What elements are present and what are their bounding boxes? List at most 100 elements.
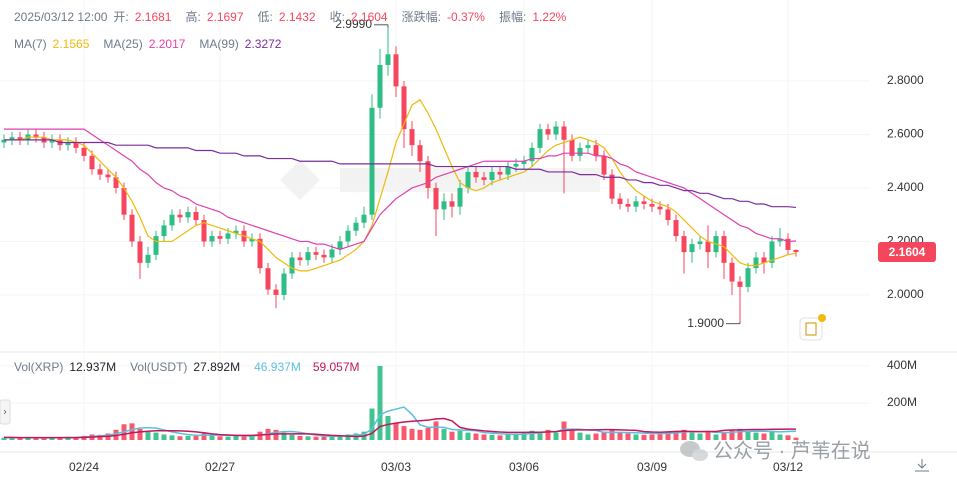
legend-value: 46.937M xyxy=(254,360,301,374)
annotation-label: 1.9000 xyxy=(687,316,724,330)
candle-body xyxy=(681,236,687,253)
candle-body xyxy=(625,204,631,207)
volume-bar xyxy=(609,429,615,440)
candle-body xyxy=(481,177,487,180)
candle-body xyxy=(489,171,495,180)
candle-body xyxy=(233,230,239,234)
volume-bar xyxy=(129,423,135,440)
candle-body xyxy=(497,171,503,175)
value: 2.1604 xyxy=(350,9,388,24)
volume-bar xyxy=(41,438,47,440)
candle-body xyxy=(385,54,391,65)
candle-body xyxy=(537,129,543,148)
volume-bar xyxy=(305,436,311,440)
candle-body xyxy=(369,107,375,215)
volume-ma-line xyxy=(4,417,797,439)
volume-bar xyxy=(417,429,423,440)
legend-value: 59.057M xyxy=(312,360,360,374)
price-tag-label: 2.1604 xyxy=(889,245,926,259)
volume-bar xyxy=(345,434,351,440)
x-tick-label: 03/03 xyxy=(381,460,411,474)
candle-body xyxy=(745,268,751,287)
volume-bar xyxy=(369,408,375,440)
volume-bar xyxy=(289,434,295,440)
candle-body xyxy=(697,241,703,245)
volume-bar xyxy=(641,434,647,440)
candle-body xyxy=(513,163,519,167)
side-toggle[interactable] xyxy=(0,399,11,425)
volume-bar xyxy=(625,433,631,440)
y-tick-label: 2.6000 xyxy=(887,127,924,141)
candle-body xyxy=(153,236,159,255)
volume-bar xyxy=(193,434,199,440)
candle-body xyxy=(777,238,783,242)
volume-bar xyxy=(593,433,599,440)
volume-bar xyxy=(337,435,343,440)
volume-bar xyxy=(705,431,711,440)
reset-button[interactable] xyxy=(915,459,929,472)
label: 涨跌幅: xyxy=(401,10,441,24)
volume-bar xyxy=(297,435,303,440)
y-tick-label: 2.0000 xyxy=(887,287,924,301)
candle-body xyxy=(361,214,367,223)
candle-body xyxy=(561,126,567,140)
legend-value: 27.892M xyxy=(193,360,241,374)
candle-body xyxy=(505,166,511,175)
candle-body xyxy=(601,155,607,175)
candle-body xyxy=(209,236,215,242)
volume-bar xyxy=(713,434,719,440)
side-toggle-icon[interactable]: › xyxy=(3,407,6,418)
volume-bar xyxy=(649,434,655,440)
ma-line xyxy=(4,128,797,251)
value: 2.1697 xyxy=(206,9,244,24)
candle-body xyxy=(521,161,527,164)
candle-body xyxy=(761,257,767,263)
candle-body xyxy=(729,262,735,282)
time: 2025/03/12 12:00 xyxy=(14,9,108,24)
volume-bar xyxy=(777,434,783,440)
label: 低: xyxy=(257,10,273,24)
candle-body xyxy=(161,225,167,237)
candle-body xyxy=(657,206,663,210)
volume-bar xyxy=(1,437,7,440)
candle-body xyxy=(569,139,575,156)
candle-body xyxy=(73,142,79,148)
candle-body xyxy=(169,214,175,226)
volume-bar xyxy=(617,432,623,440)
candle-body xyxy=(617,198,623,205)
candle-body xyxy=(321,254,327,258)
candle-body xyxy=(17,137,23,140)
candle-body xyxy=(441,201,447,210)
volume-bar xyxy=(217,436,223,440)
volume-bar xyxy=(473,433,479,440)
candle-body xyxy=(97,169,103,175)
label: 振幅: xyxy=(498,10,527,24)
candle-body xyxy=(33,134,39,138)
x-tick-label: 02/24 xyxy=(69,460,99,474)
candle-body xyxy=(665,209,671,221)
candle-body xyxy=(449,201,455,207)
candle-body xyxy=(705,241,711,253)
candle-body xyxy=(265,268,271,290)
notes-button[interactable] xyxy=(799,317,823,341)
x-tick-label: 02/27 xyxy=(205,460,235,474)
candle-body xyxy=(337,241,343,250)
volume-bar xyxy=(497,435,503,440)
volume-bar xyxy=(785,435,791,440)
candle-body xyxy=(793,249,799,253)
candle-body xyxy=(313,252,319,255)
volume-bar xyxy=(601,431,607,440)
volume-bar xyxy=(153,432,159,440)
volume-bar xyxy=(585,434,591,440)
legend-value: 2.2017 xyxy=(148,37,186,51)
volume-bar xyxy=(57,437,63,440)
volume-bar xyxy=(33,437,39,440)
volume-bar xyxy=(49,437,55,440)
volume-bar xyxy=(769,430,775,440)
volume-bar xyxy=(737,428,743,440)
volume-bar xyxy=(409,428,415,440)
volume-bar xyxy=(513,433,519,440)
legend-name: MA(99) xyxy=(199,37,239,51)
x-tick-label: 03/12 xyxy=(773,460,803,474)
